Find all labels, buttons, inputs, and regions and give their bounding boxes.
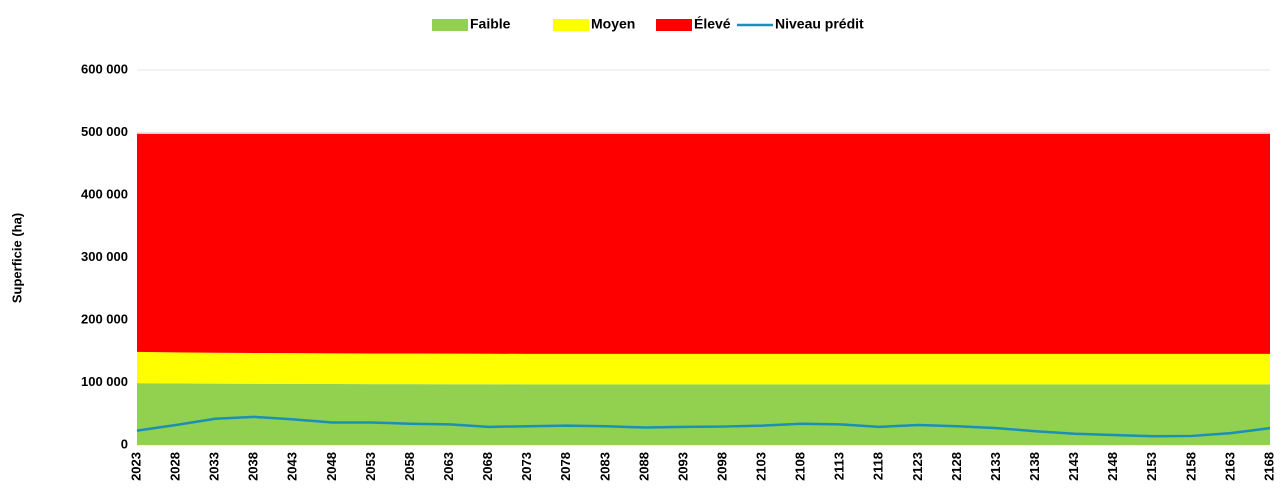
x-tick-label: 2153 (1144, 452, 1159, 481)
legend-swatch (656, 19, 692, 31)
x-tick-label: 2163 (1222, 452, 1237, 481)
y-tick-label: 400 000 (81, 186, 128, 201)
x-tick-label: 2093 (675, 452, 690, 481)
y-tick-label: 0 (121, 436, 128, 451)
x-tick-label: 2113 (832, 452, 847, 480)
legend-swatch (432, 19, 468, 31)
x-tick-label: 2168 (1261, 452, 1276, 481)
legend-label: Moyen (591, 16, 635, 32)
x-tick-label: 2118 (871, 452, 886, 480)
x-tick-label: 2058 (402, 452, 417, 481)
legend-label: Niveau prédit (775, 16, 864, 32)
x-tick-label: 2023 (128, 452, 143, 481)
x-tick-label: 2103 (754, 452, 769, 481)
legend-label: Faible (470, 16, 511, 32)
x-tick-label: 2128 (949, 452, 964, 481)
x-tick-label: 2053 (363, 452, 378, 481)
legend-label: Élevé (694, 16, 731, 32)
x-tick-label: 2048 (324, 452, 339, 481)
x-tick-label: 2073 (519, 452, 534, 481)
x-tick-label: 2083 (597, 452, 612, 481)
x-tick-label: 2078 (558, 452, 573, 481)
x-tick-label: 2133 (988, 452, 1003, 481)
line (136, 415, 1271, 438)
x-tick-label: 2158 (1183, 452, 1198, 481)
area (137, 383, 1270, 445)
x-tick-label: 2148 (1105, 452, 1120, 481)
x-tick-label: 2038 (246, 452, 261, 481)
x-tick-label: 2088 (636, 452, 651, 481)
legend-swatch (553, 19, 589, 31)
y-tick-label: 200 000 (81, 311, 128, 326)
x-tick-label: 2138 (1027, 452, 1042, 481)
area (137, 133, 1270, 354)
x-tick-label: 2028 (168, 452, 183, 481)
y-tick-label: 500 000 (81, 124, 128, 139)
y-axis-label: Superficie (ha) (9, 213, 24, 303)
x-tick-label: 2143 (1066, 452, 1081, 481)
x-tick-label: 2098 (714, 452, 729, 481)
y-tick-label: 100 000 (81, 374, 128, 389)
x-tick-label: 2123 (910, 452, 925, 481)
y-tick-label: 600 000 (81, 61, 128, 76)
x-tick-label: 2108 (793, 452, 808, 481)
x-tick-label: 2068 (480, 452, 495, 481)
x-tick-label: 2033 (207, 452, 222, 481)
y-tick-label: 300 000 (81, 249, 128, 264)
x-tick-label: 2043 (285, 452, 300, 481)
area (137, 351, 1270, 385)
x-tick-label: 2063 (441, 452, 456, 481)
